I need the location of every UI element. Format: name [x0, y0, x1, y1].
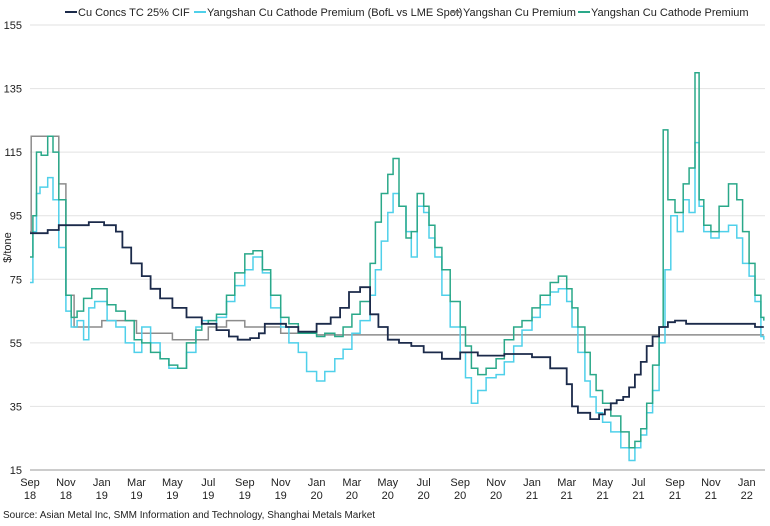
- legend: Cu Concs TC 25% CIF Yangshan Cu Cathode P…: [65, 7, 749, 19]
- source-note: Source: Asian Metal Inc, SMM Information…: [3, 510, 375, 521]
- x-tick-label: Jul 21: [631, 477, 645, 502]
- legend-entry: Cu Concs TC 25% CIF: [78, 7, 190, 19]
- x-tick-label: Jul 19: [201, 477, 215, 502]
- legend-entry: Yangshan Cu Premium: [463, 7, 576, 19]
- x-tick-label: Jan 20: [308, 477, 326, 502]
- x-tick-label: Nov 21: [701, 477, 721, 502]
- x-tick-label: Nov 20: [486, 477, 506, 502]
- legend-entry: Yangshan Cu Cathode Premium (BofL vs LME…: [207, 7, 463, 19]
- legend-entry: Yangshan Cu Cathode Premium: [591, 7, 749, 19]
- x-tick-label: Mar 20: [342, 477, 361, 502]
- y-tick-label: 155: [4, 20, 22, 32]
- y-axis-ticks: 15 35 55 75 95 115 135 155: [4, 20, 22, 477]
- x-tick-label: Sep 19: [235, 477, 255, 502]
- series-line: [30, 141, 765, 462]
- series-group: [30, 71, 765, 462]
- y-axis-title: $/tone: [2, 232, 14, 263]
- y-tick-label: 115: [4, 147, 22, 159]
- x-tick-label: Sep 20: [450, 477, 470, 502]
- y-grid: [30, 24, 765, 407]
- x-tick-label: May 20: [377, 477, 398, 502]
- x-tick-label: Mar 21: [557, 477, 576, 502]
- x-tick-label: Sep 18: [20, 477, 40, 502]
- x-tick-label: Mar 19: [127, 477, 146, 502]
- x-axis-ticks: Sep 18 Nov 18 Jan 19 Mar 19 May 19 Jul 19 Sep 19 Nov 19…: [20, 477, 755, 502]
- y-tick-label: 55: [10, 338, 22, 350]
- series-line: [30, 221, 764, 420]
- x-tick-label: Jul 20: [417, 477, 431, 502]
- x-tick-label: May 21: [592, 477, 613, 502]
- series-line: [30, 135, 764, 341]
- y-tick-label: 75: [10, 274, 22, 286]
- x-tick-label: Nov 18: [56, 477, 76, 502]
- y-tick-label: 95: [10, 211, 22, 223]
- y-tick-label: 15: [10, 465, 22, 477]
- x-tick-label: Jan 21: [523, 477, 541, 502]
- x-tick-label: Sep 21: [665, 477, 685, 502]
- x-tick-label: May 19: [162, 477, 183, 502]
- y-tick-label: 35: [10, 401, 22, 413]
- series-line: [30, 71, 765, 449]
- x-tick-label: Nov 19: [271, 477, 291, 502]
- x-tick-label: Jan 22: [738, 477, 756, 502]
- x-tick-label: Jan 19: [93, 477, 111, 502]
- y-tick-label: 135: [4, 84, 22, 96]
